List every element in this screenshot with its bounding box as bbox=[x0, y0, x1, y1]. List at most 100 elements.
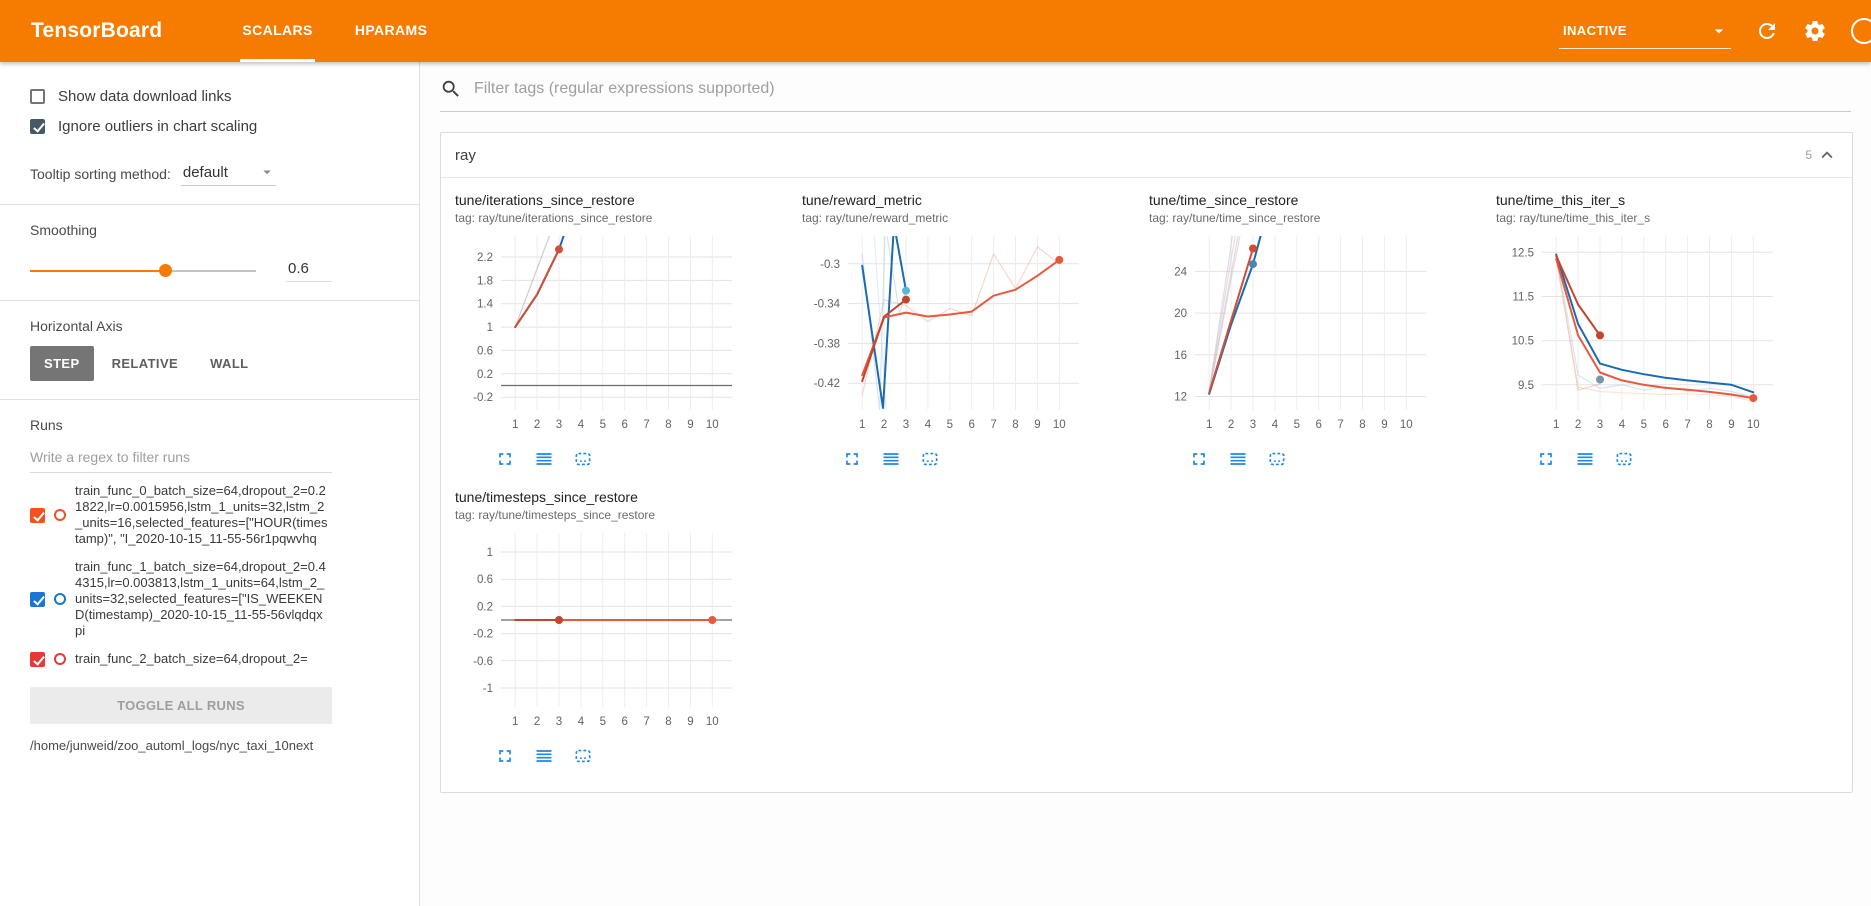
svg-text:-0.34: -0.34 bbox=[814, 299, 841, 311]
runs-filter-input[interactable] bbox=[30, 441, 332, 473]
selection-box-icon[interactable] bbox=[920, 449, 942, 471]
svg-text:2: 2 bbox=[881, 419, 887, 431]
help-icon[interactable] bbox=[1851, 18, 1871, 44]
category-name: ray bbox=[455, 146, 476, 164]
data-status-dropdown[interactable]: INACTIVE bbox=[1559, 14, 1731, 49]
chart-actions bbox=[842, 449, 1142, 471]
svg-text:4: 4 bbox=[925, 419, 932, 431]
show-download-links-checkbox[interactable] bbox=[30, 88, 45, 104]
tag-filter-input[interactable] bbox=[472, 79, 1851, 99]
selection-box-icon[interactable] bbox=[573, 449, 595, 471]
svg-text:-0.2: -0.2 bbox=[473, 629, 493, 641]
svg-text:4: 4 bbox=[578, 716, 585, 728]
app-title: TensorBoard bbox=[31, 19, 163, 42]
smoothing-label: Smoothing bbox=[30, 222, 97, 238]
svg-text:-0.38: -0.38 bbox=[814, 338, 840, 350]
show-download-links-label: Show data download links bbox=[58, 87, 232, 105]
list-icon[interactable] bbox=[1228, 449, 1250, 471]
svg-text:0.6: 0.6 bbox=[477, 574, 493, 586]
svg-text:10: 10 bbox=[1747, 419, 1760, 431]
svg-text:7: 7 bbox=[643, 419, 649, 431]
category-header[interactable]: ray 5 bbox=[441, 133, 1852, 177]
smoothing-slider-thumb[interactable] bbox=[158, 263, 172, 277]
svg-text:1: 1 bbox=[512, 419, 518, 431]
search-icon bbox=[440, 78, 462, 100]
chart-canvas[interactable]: -0.3 -0.34 -0.38 -0.42 1 2 3 4 5 6 7 8 9 10 bbox=[802, 228, 1107, 440]
chart-canvas[interactable]: 2.2 1.8 1.4 1 0.6 0.2 -0.2 1 2 3 4 5 6 7 8 9 10 bbox=[455, 228, 760, 440]
tab-scalars[interactable]: SCALARS bbox=[240, 0, 315, 62]
list-icon[interactable] bbox=[534, 746, 556, 768]
app-header: TensorBoard SCALARS HPARAMS INACTIVE bbox=[0, 0, 1871, 62]
chart-canvas[interactable]: 12.5 11.5 10.5 9.5 1 2 3 4 5 6 7 8 9 10 bbox=[1496, 228, 1801, 440]
refresh-icon[interactable] bbox=[1755, 19, 1779, 43]
svg-text:8: 8 bbox=[1359, 419, 1365, 431]
chart-tile: tune/iterations_since_restore tag: ray/tu… bbox=[455, 192, 795, 471]
svg-text:4: 4 bbox=[1619, 419, 1626, 431]
svg-text:7: 7 bbox=[1684, 419, 1690, 431]
svg-text:20: 20 bbox=[1174, 308, 1187, 320]
run-checkbox[interactable] bbox=[30, 591, 45, 607]
expand-icon[interactable] bbox=[1189, 449, 1211, 471]
svg-text:1: 1 bbox=[1553, 419, 1559, 431]
expand-icon[interactable] bbox=[495, 746, 517, 768]
axis-step-button[interactable]: STEP bbox=[30, 346, 94, 381]
run-color-radio[interactable] bbox=[54, 509, 66, 521]
run-name: train_func_0_batch_size=64,dropout_2=0.2… bbox=[75, 483, 328, 546]
svg-text:10: 10 bbox=[1053, 419, 1066, 431]
list-icon[interactable] bbox=[881, 449, 903, 471]
svg-text:5: 5 bbox=[1294, 419, 1300, 431]
axis-relative-button[interactable]: RELATIVE bbox=[98, 346, 193, 381]
svg-text:9: 9 bbox=[1728, 419, 1734, 431]
chart-tile: tune/timesteps_since_restore tag: ray/tun… bbox=[455, 489, 795, 768]
run-checkbox[interactable] bbox=[30, 507, 45, 523]
axis-wall-button[interactable]: WALL bbox=[196, 346, 262, 381]
dropdown-caret-icon bbox=[258, 163, 276, 181]
svg-text:10.5: 10.5 bbox=[1512, 336, 1534, 348]
svg-text:-0.6: -0.6 bbox=[473, 656, 493, 668]
expand-icon[interactable] bbox=[495, 449, 517, 471]
expand-icon[interactable] bbox=[842, 449, 864, 471]
run-name: train_func_2_batch_size=64,dropout_2= bbox=[75, 651, 308, 666]
selection-box-icon[interactable] bbox=[1614, 449, 1636, 471]
chart-title: tune/time_this_iter_s bbox=[1496, 192, 1626, 208]
data-status-label: INACTIVE bbox=[1563, 23, 1627, 38]
selection-box-icon[interactable] bbox=[573, 746, 595, 768]
svg-text:10: 10 bbox=[706, 716, 719, 728]
list-icon[interactable] bbox=[1575, 449, 1597, 471]
expand-icon[interactable] bbox=[1536, 449, 1558, 471]
svg-text:7: 7 bbox=[1337, 419, 1343, 431]
svg-text:5: 5 bbox=[600, 419, 606, 431]
svg-text:3: 3 bbox=[1597, 419, 1603, 431]
tab-hparams[interactable]: HPARAMS bbox=[354, 21, 428, 38]
tooltip-sort-dropdown[interactable]: default bbox=[180, 160, 276, 186]
svg-text:24: 24 bbox=[1174, 266, 1187, 278]
divider bbox=[0, 204, 419, 205]
run-item: train_func_0_batch_size=64,dropout_2=0.2… bbox=[30, 483, 346, 547]
svg-text:0.2: 0.2 bbox=[477, 601, 493, 613]
svg-text:9: 9 bbox=[687, 716, 693, 728]
run-color-radio[interactable] bbox=[54, 593, 66, 605]
smoothing-slider[interactable] bbox=[30, 263, 256, 278]
svg-text:12.5: 12.5 bbox=[1512, 247, 1534, 259]
chevron-up-icon[interactable] bbox=[1816, 144, 1838, 166]
svg-text:5: 5 bbox=[947, 419, 953, 431]
svg-text:6: 6 bbox=[968, 419, 974, 431]
ignore-outliers-checkbox[interactable] bbox=[30, 118, 45, 134]
settings-gear-icon[interactable] bbox=[1803, 19, 1827, 43]
toggle-all-runs-button[interactable]: TOGGLE ALL RUNS bbox=[30, 687, 332, 724]
chart-tile: tune/reward_metric tag: ray/tune/reward_m… bbox=[802, 192, 1142, 471]
tooltip-sort-label: Tooltip sorting method: bbox=[30, 166, 171, 182]
svg-text:1.4: 1.4 bbox=[477, 299, 494, 311]
smoothing-value[interactable]: 0.6 bbox=[286, 258, 332, 282]
chart-tag: tag: ray/tune/time_this_iter_s bbox=[1496, 211, 1651, 225]
selection-box-icon[interactable] bbox=[1267, 449, 1289, 471]
list-icon[interactable] bbox=[534, 449, 556, 471]
chart-canvas[interactable]: 1 0.6 0.2 -0.2 -0.6 -1 1 2 3 4 5 6 7 8 9 10 bbox=[455, 525, 760, 737]
divider bbox=[0, 300, 419, 301]
svg-text:9: 9 bbox=[1381, 419, 1387, 431]
chart-tile: tune/time_this_iter_s tag: ray/tune/time_… bbox=[1496, 192, 1836, 471]
run-color-radio[interactable] bbox=[54, 653, 66, 665]
chart-tag: tag: ray/tune/reward_metric bbox=[802, 211, 949, 225]
run-checkbox[interactable] bbox=[30, 651, 45, 667]
